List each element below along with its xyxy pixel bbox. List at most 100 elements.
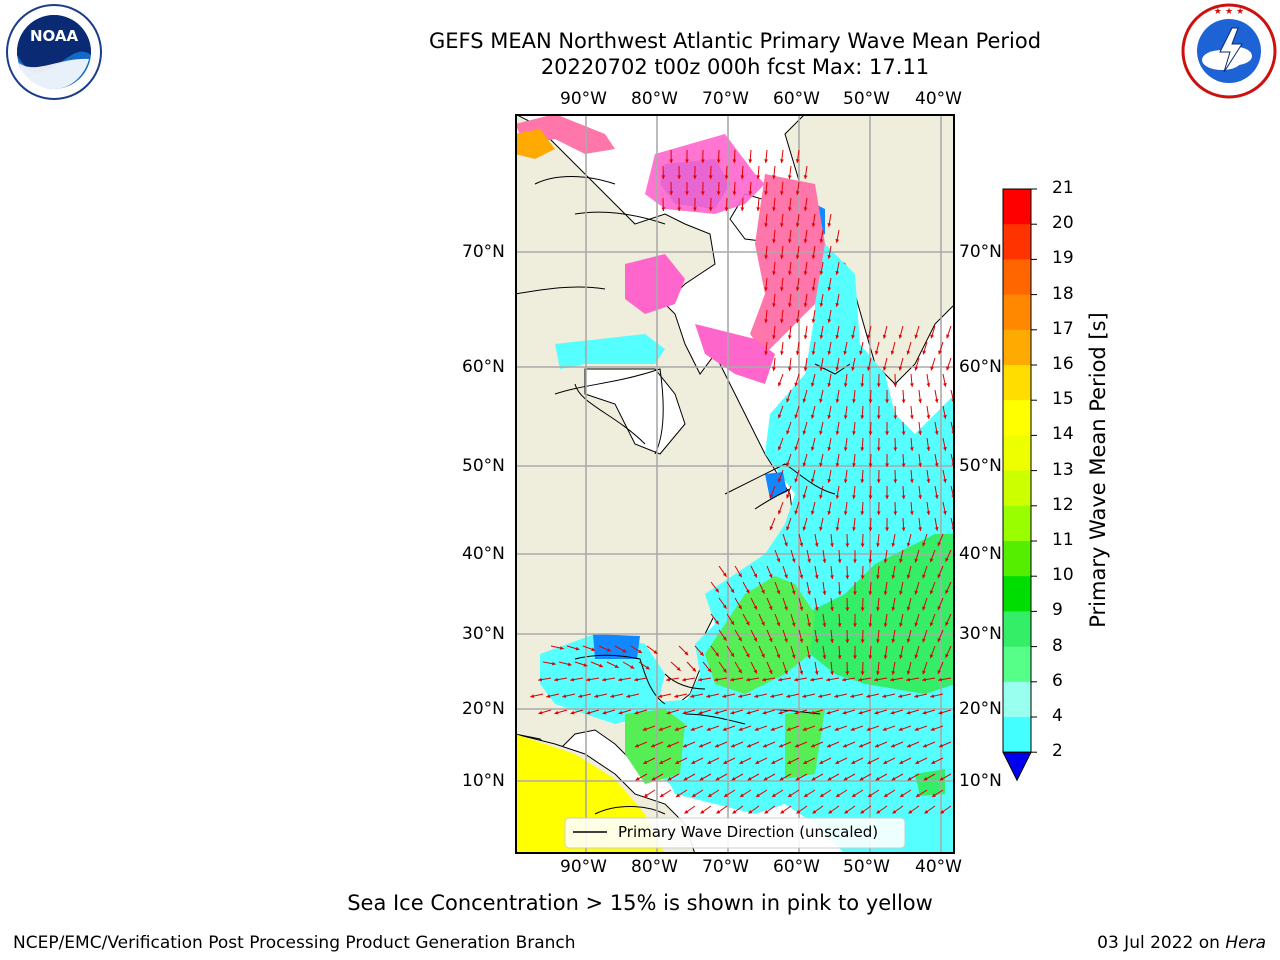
wave-vector-arrowhead (934, 399, 939, 403)
wave-vector-arrowhead (746, 677, 750, 682)
wave-vector-arrowhead (868, 591, 873, 595)
wave-vector-arrowhead (901, 399, 906, 403)
wave-vector-arrowhead (868, 623, 873, 627)
wave-vector-arrowhead (891, 671, 896, 675)
wave-vector-arrowhead (943, 414, 947, 419)
wave-vector-arrowhead (562, 694, 567, 698)
wave-vector-arrowhead (835, 399, 840, 403)
cbar-tick-17: 17 (1052, 319, 1074, 339)
wave-vector-arrowhead (732, 191, 737, 195)
wave-vector-arrowhead (901, 527, 906, 531)
lon-label-top-60w: 60°W (773, 89, 820, 109)
wave-vector-arrowhead (776, 558, 781, 563)
wave-vector-arrowhead (883, 591, 888, 595)
wave-vector-arrowhead (910, 383, 914, 387)
wave-vector-arrowhead (885, 463, 889, 467)
wave-vector-arrowhead (860, 639, 865, 643)
wave-vector-arrowhead (692, 793, 696, 797)
wave-vector-arrowhead (938, 710, 943, 715)
wave-vector-arrowhead (764, 809, 769, 814)
wave-vector-arrowhead (876, 479, 881, 483)
wave-vector-arrowhead (910, 415, 914, 419)
wave-vector-arrowhead (772, 303, 776, 307)
wave-vector-arrowhead (914, 622, 919, 627)
wave-vector-arrowhead (769, 526, 774, 531)
wave-vector-arrowhead (915, 760, 920, 764)
wave-vector-arrowhead (761, 653, 765, 658)
wave-vector-arrowhead (699, 651, 704, 656)
wave-vector-arrowhead (772, 271, 776, 275)
wave-vector-arrowhead (791, 622, 796, 627)
wave-vector-arrowhead (602, 677, 606, 682)
wave-vector-arrowhead (939, 743, 943, 748)
wave-vector-arrowhead (802, 727, 807, 731)
wave-vector-arrowhead (724, 793, 728, 797)
wave-vector-arrowhead (876, 383, 881, 387)
wave-vector-arrowhead (845, 671, 850, 675)
wave-vector-arrowhead (784, 542, 788, 547)
wave-vector-arrowhead (891, 607, 896, 611)
wave-vector-arrowhead (811, 743, 815, 748)
sea-ice-orange-nw (515, 129, 555, 159)
wave-vector-arrowhead (645, 665, 650, 670)
wave-vector-arrowhead (843, 479, 848, 483)
wave-vector-arrowhead (795, 159, 800, 163)
colorbar-segment (1003, 365, 1031, 401)
wave-vector-arrowhead (622, 648, 627, 653)
colorbar-segment (1003, 259, 1031, 296)
lat-label-right-70n: 70°N (959, 242, 1002, 262)
lon-label-top-80w: 80°W (631, 89, 678, 109)
wave-vector-arrowhead (828, 809, 833, 814)
wave-vector-arrowhead (914, 558, 919, 563)
wave-vector-arrowhead (567, 662, 572, 667)
wave-vector-arrowhead (830, 639, 834, 643)
wave-vector-arrowhead (914, 590, 919, 595)
wave-vector-arrowhead (835, 463, 840, 467)
sea-ice-hudson-pink (625, 254, 685, 314)
wave-vector-arrowhead (868, 655, 873, 659)
wave-vector-arrowhead (772, 239, 776, 243)
wave-vector-arrowhead (731, 743, 735, 748)
wave-vector-arrowhead (943, 510, 947, 515)
wave-vector-arrowhead (830, 607, 834, 611)
wave-vector-arrowhead (594, 694, 599, 698)
wave-vector-arrowhead (898, 334, 903, 339)
wave-vector-arrowhead (819, 526, 823, 531)
wave-vector-arrowhead (852, 399, 856, 403)
wave-vector-arrowhead (818, 694, 823, 698)
wave-vector-arrowhead (926, 415, 931, 419)
wave-vector-arrowhead (835, 303, 840, 307)
wave-vector-arrowhead (891, 776, 896, 781)
cbar-tick-20: 20 (1052, 213, 1074, 233)
wave-vector-arrowhead (811, 287, 816, 291)
wave-vector-arrowhead (898, 727, 903, 731)
wave-vector-arrowhead (929, 558, 934, 563)
green-region-east (805, 534, 955, 694)
wave-vector-arrowhead (811, 255, 816, 259)
wave-vector-arrowhead (753, 573, 757, 578)
wave-vector-arrowhead (835, 527, 840, 531)
wave-vector-arrowhead (804, 793, 808, 797)
wave-vector-arrowhead (570, 710, 575, 715)
wave-vector-arrowhead (794, 478, 798, 483)
wave-vector-arrowhead (772, 793, 776, 797)
sea-ice-labrador-pink (750, 174, 825, 354)
wave-vector-arrowhead (715, 588, 719, 593)
wave-vector-arrowhead (770, 694, 775, 698)
wave-vector-arrowhead (875, 776, 880, 781)
wave-vector-arrowhead (891, 743, 895, 748)
map-panel: Primary Wave Direction (unscaled) (515, 114, 955, 854)
wave-vector-arrowhead (787, 303, 792, 307)
wave-vector-arrowhead (827, 255, 832, 259)
wave-vector-arrowhead (786, 526, 790, 531)
wave-vector-arrowhead (786, 727, 791, 731)
wave-vector-arrowhead (768, 606, 773, 610)
wave-vector-arrowhead (677, 175, 681, 179)
wave-vector-arrowhead (916, 793, 920, 797)
wave-vector-arrowhead (811, 319, 816, 323)
cbar-tick-14: 14 (1052, 424, 1074, 444)
wave-vector-arrowhead (876, 447, 881, 451)
map-svg: Primary Wave Direction (unscaled) (515, 114, 955, 854)
wave-vector-arrowhead (945, 621, 949, 626)
wave-vector-arrowhead (926, 511, 931, 515)
